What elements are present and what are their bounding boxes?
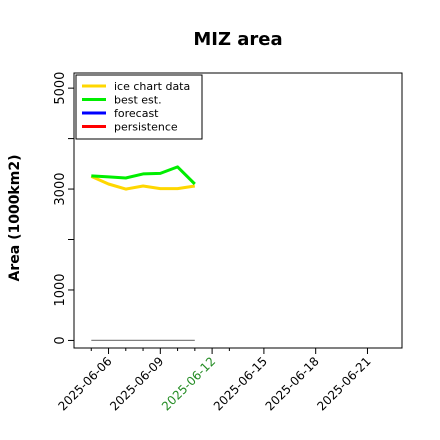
y-tick-label: 3000 [53, 173, 68, 206]
y-tick-label: 5000 [53, 72, 68, 105]
y-tick-label: 1000 [53, 273, 68, 306]
legend-label: persistence [114, 121, 178, 134]
series-line [91, 165, 196, 186]
x-tick-label: 2025-06-18 [263, 354, 322, 413]
x-tick-label: 2025-06-09 [107, 354, 166, 413]
series-line [90, 175, 196, 191]
y-axis-label: Area (1000km2) [7, 155, 23, 282]
chart-title: MIZ area [193, 29, 282, 50]
legend-label: forecast [114, 107, 159, 120]
x-tick-label: 2025-06-06 [55, 354, 114, 413]
y-tick-label: 0 [53, 336, 68, 344]
legend-label: best est. [114, 94, 162, 107]
x-tick-label: 2025-06-12 [159, 354, 218, 413]
legend-label: ice chart data [114, 80, 190, 93]
series-layer [90, 165, 196, 342]
plot-frame [73, 72, 403, 349]
x-tick-label: 2025-06-15 [211, 354, 270, 413]
x-tick-label: 2025-06-21 [314, 354, 373, 413]
